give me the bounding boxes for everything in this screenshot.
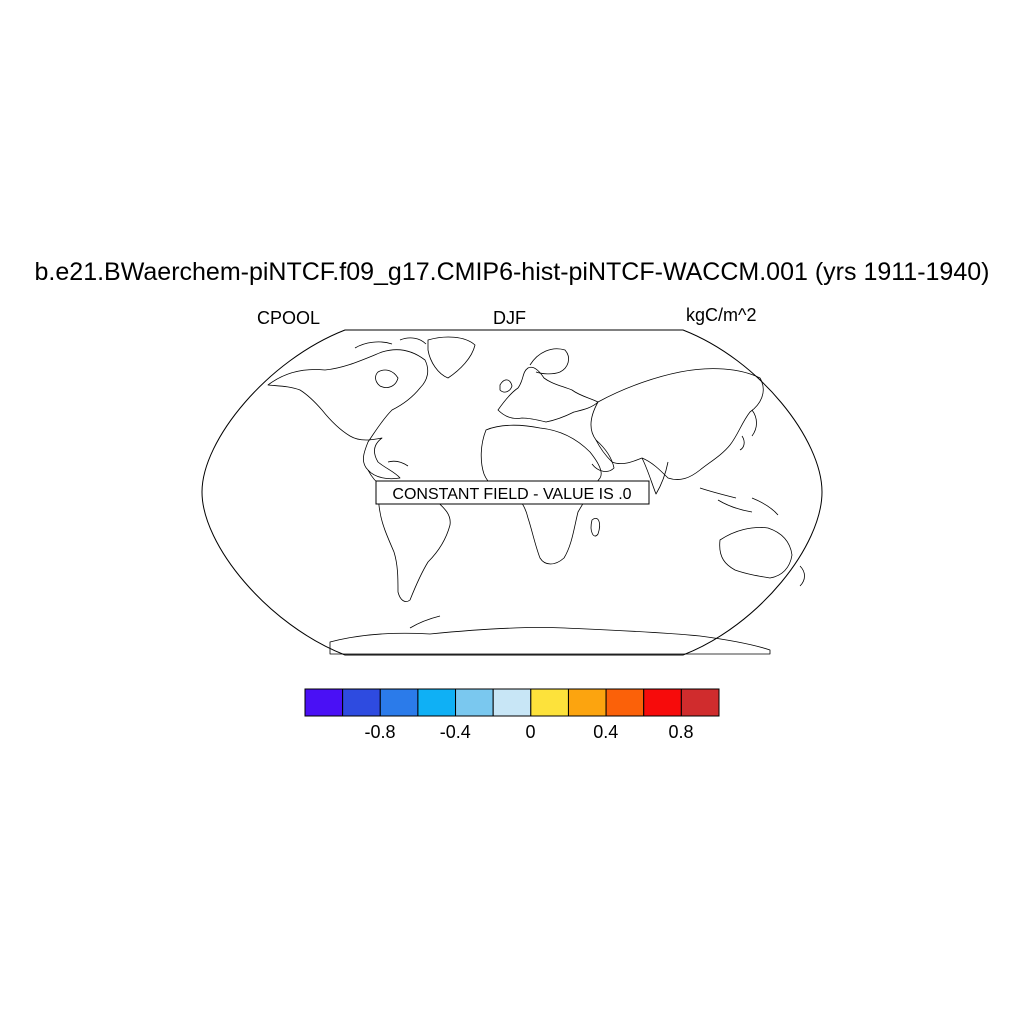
colorbar-box-7 — [567, 688, 607, 717]
colorbar-tick-label: -0.8 — [364, 722, 395, 742]
arctic-islands-coastline — [354, 337, 427, 349]
antarctic-peninsula-coastline — [409, 615, 441, 629]
british-isles-coastline — [499, 379, 513, 393]
japan-coastline — [739, 409, 757, 451]
variable-name: CPOOL — [257, 308, 321, 328]
colorbar-box-5 — [492, 688, 532, 717]
india-coastline — [641, 457, 669, 495]
north-america-coastline — [267, 349, 429, 480]
colorbar-box-4 — [455, 688, 494, 717]
constant-field-box — [375, 480, 650, 505]
greenland-coastline — [427, 336, 476, 379]
coastlines — [267, 336, 805, 655]
colorbar-tick-label: 0.8 — [668, 722, 693, 742]
units-label: kgC/m^2 — [686, 305, 757, 325]
madagascar-coastline — [590, 517, 600, 537]
europe-coastline — [497, 366, 599, 423]
constant-field-label: CONSTANT FIELD - VALUE IS .0 — [392, 486, 631, 503]
colorbar-box-9 — [643, 688, 682, 717]
colorbar — [304, 688, 720, 717]
new-zealand-coastline — [799, 565, 805, 587]
arabia-coastline — [591, 439, 615, 472]
colorbar-box-1 — [342, 688, 381, 717]
asia-coastline — [590, 368, 764, 480]
colorbar-tick-label: -0.4 — [440, 722, 471, 742]
colorbar-tick-labels: -0.8 -0.4 0 0.4 0.8 — [364, 722, 693, 742]
colorbar-box-3 — [417, 688, 457, 717]
colorbar-box-10 — [680, 688, 720, 717]
colorbar-box-0 — [304, 688, 344, 717]
antarctica-coastline — [329, 627, 771, 655]
colorbar-tick-label: 0 — [525, 722, 535, 742]
colorbar-box-8 — [605, 688, 645, 717]
colorbar-tick-label: 0.4 — [593, 722, 618, 742]
map-boundary — [201, 329, 823, 656]
colorbar-box-6 — [530, 688, 569, 717]
southeast-asia-islands-coastline — [699, 487, 779, 516]
scandinavia-coastline — [529, 348, 570, 375]
plot-title: b.e21.BWaerchem-piNTCF.f09_g17.CMIP6-his… — [34, 258, 990, 286]
australia-coastline — [719, 527, 793, 579]
colorbar-box-2 — [379, 688, 419, 717]
season-label: DJF — [493, 308, 526, 328]
hudson-bay-coastline — [375, 369, 399, 388]
